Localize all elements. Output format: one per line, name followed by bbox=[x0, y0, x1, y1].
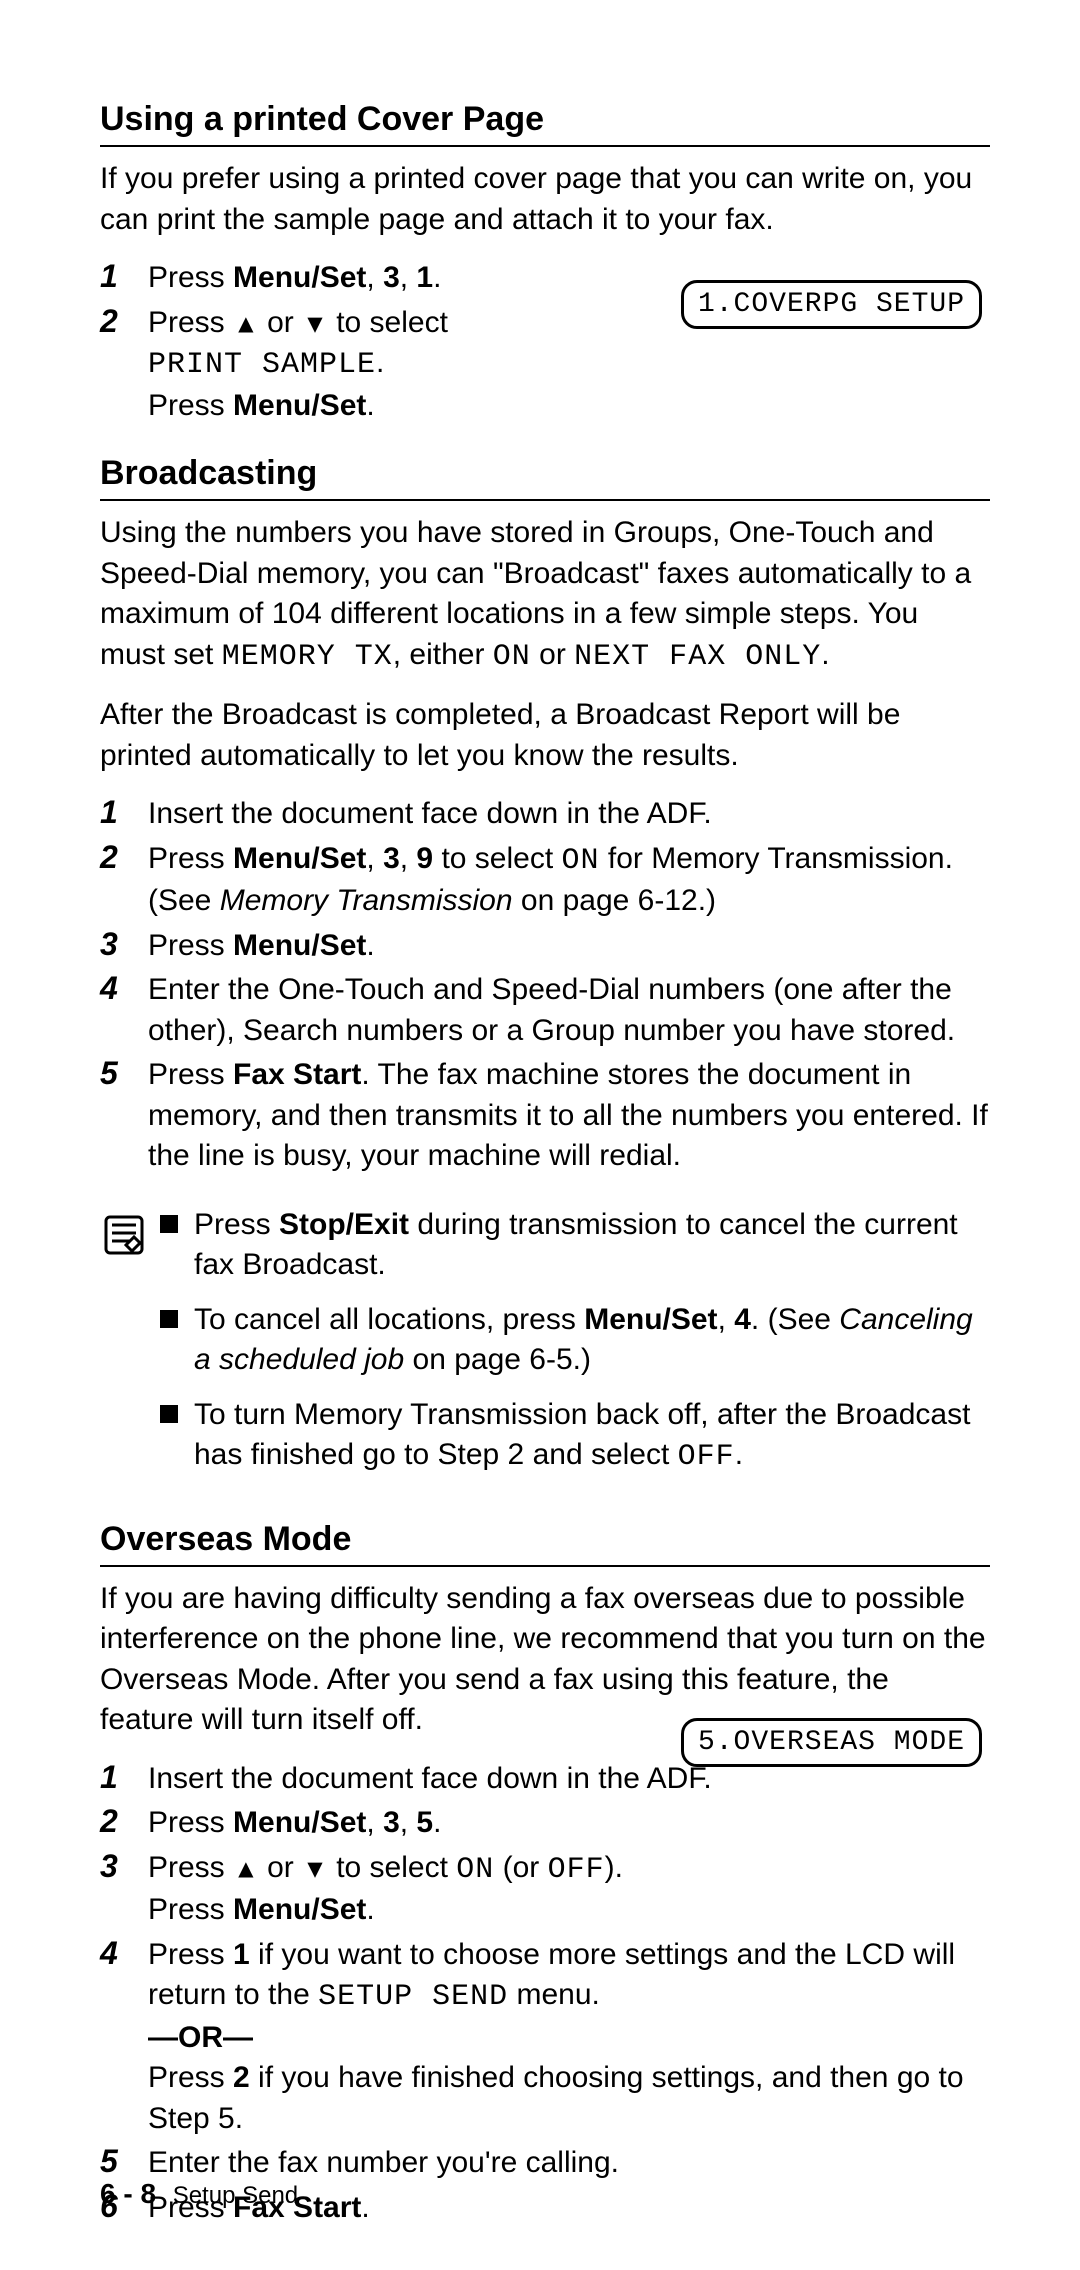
note-icon bbox=[100, 1205, 160, 1264]
section-title-cover-page: Using a printed Cover Page bbox=[100, 100, 990, 147]
down-arrow-icon: ▼ bbox=[302, 308, 328, 338]
section3-intro: If you are having difficulty sending a f… bbox=[100, 1579, 990, 1741]
step-number: 2 bbox=[100, 839, 148, 876]
step-body: Insert the document face down in the ADF… bbox=[148, 794, 990, 835]
note-item: To turn Memory Transmission back off, af… bbox=[160, 1395, 990, 1478]
section2-step-3: 3 Press Menu/Set. bbox=[100, 926, 990, 967]
lcd-overseas-mode: 5.OVERSEAS MODE bbox=[681, 1718, 982, 1767]
page-footer: 6 - 8 Setup Send bbox=[100, 2178, 298, 2210]
step-number: 2 bbox=[100, 1803, 148, 1840]
step-number: 3 bbox=[100, 926, 148, 963]
section2-step-5: 5 Press Fax Start. The fax machine store… bbox=[100, 1055, 990, 1177]
section2-notes: Press Stop/Exit during transmission to c… bbox=[100, 1205, 990, 1492]
or-separator: —OR— bbox=[148, 2021, 253, 2054]
page-number: 6 - 8 bbox=[100, 2178, 156, 2209]
document-page: Using a printed Cover Page If you prefer… bbox=[0, 0, 1080, 2270]
lcd-coverpg-setup: 1.COVERPG SETUP bbox=[681, 280, 982, 329]
bullet-icon bbox=[160, 1405, 178, 1423]
section-title-overseas: Overseas Mode bbox=[100, 1520, 990, 1567]
section2-intro2: After the Broadcast is completed, a Broa… bbox=[100, 695, 990, 776]
chapter-name: Setup Send bbox=[173, 2182, 298, 2209]
step-number: 1 bbox=[100, 258, 148, 295]
note-text: Press Stop/Exit during transmission to c… bbox=[194, 1205, 990, 1286]
step-number: 4 bbox=[100, 1935, 148, 1972]
section3-step-2: 2 Press Menu/Set, 3, 5. bbox=[100, 1803, 990, 1844]
step-body: Press ▲ or ▼ to select ON (or OFF). Pres… bbox=[148, 1848, 990, 1931]
section2-step-2: 2 Press Menu/Set, 3, 9 to select ON for … bbox=[100, 839, 990, 922]
note-item: To cancel all locations, press Menu/Set,… bbox=[160, 1300, 990, 1381]
up-arrow-icon: ▲ bbox=[233, 308, 259, 338]
step-body: Press Menu/Set. bbox=[148, 926, 990, 967]
note-text: To turn Memory Transmission back off, af… bbox=[194, 1395, 990, 1478]
section2-step-4: 4 Enter the One-Touch and Speed-Dial num… bbox=[100, 970, 990, 1051]
step-body: Press Menu/Set, 3, 9 to select ON for Me… bbox=[148, 839, 990, 922]
note-item: Press Stop/Exit during transmission to c… bbox=[160, 1205, 990, 1286]
step-body: Press Fax Start. The fax machine stores … bbox=[148, 1055, 990, 1177]
down-arrow-icon: ▼ bbox=[302, 1853, 328, 1883]
section2-steps: 1 Insert the document face down in the A… bbox=[100, 794, 990, 1177]
section2-intro1: Using the numbers you have stored in Gro… bbox=[100, 513, 990, 677]
section3-steps: 1 Insert the document face down in the A… bbox=[100, 1759, 990, 2229]
section1-intro: If you prefer using a printed cover page… bbox=[100, 159, 990, 240]
step-number: 1 bbox=[100, 1759, 148, 1796]
step-number: 3 bbox=[100, 1848, 148, 1885]
bullet-icon bbox=[160, 1310, 178, 1328]
notes-list: Press Stop/Exit during transmission to c… bbox=[160, 1205, 990, 1492]
step-number: 5 bbox=[100, 1055, 148, 1092]
step-body: Press 1 if you want to choose more setti… bbox=[148, 1935, 990, 2140]
step-number: 1 bbox=[100, 794, 148, 831]
note-text: To cancel all locations, press Menu/Set,… bbox=[194, 1300, 990, 1381]
step-number: 5 bbox=[100, 2143, 148, 2180]
section3-step-4: 4 Press 1 if you want to choose more set… bbox=[100, 1935, 990, 2140]
step-body: Press Menu/Set, 3, 5. bbox=[148, 1803, 990, 1844]
up-arrow-icon: ▲ bbox=[233, 1853, 259, 1883]
section3-step-3: 3 Press ▲ or ▼ to select ON (or OFF). Pr… bbox=[100, 1848, 990, 1931]
step-number: 4 bbox=[100, 970, 148, 1007]
step-body: Enter the One-Touch and Speed-Dial numbe… bbox=[148, 970, 990, 1051]
section-title-broadcasting: Broadcasting bbox=[100, 454, 990, 501]
step-number: 2 bbox=[100, 303, 148, 340]
bullet-icon bbox=[160, 1215, 178, 1233]
section2-step-1: 1 Insert the document face down in the A… bbox=[100, 794, 990, 835]
